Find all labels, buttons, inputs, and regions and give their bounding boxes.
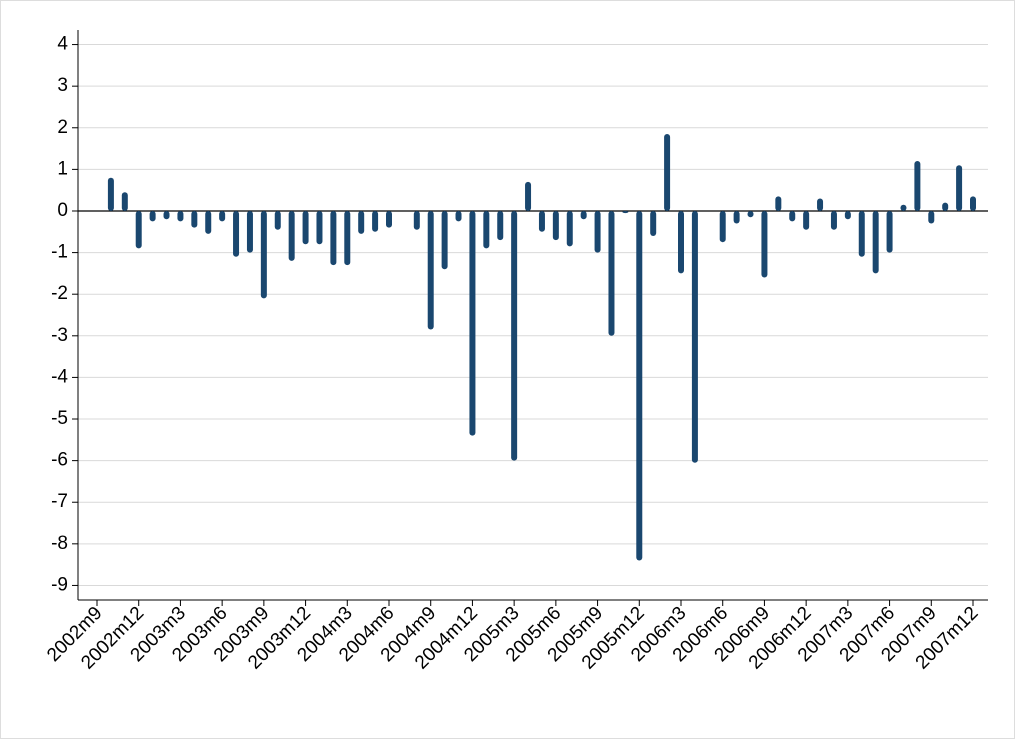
y-tick-label: 3	[57, 75, 68, 96]
bar	[441, 210, 448, 270]
bar	[469, 210, 476, 436]
bar	[719, 210, 726, 243]
bar	[316, 210, 323, 245]
bar	[302, 210, 309, 245]
y-tick-label: -2	[51, 283, 68, 304]
bar	[775, 196, 782, 211]
bar	[246, 210, 253, 253]
bar	[483, 210, 490, 249]
bar	[886, 210, 893, 253]
bar	[427, 210, 434, 330]
bar	[830, 210, 837, 230]
bar	[636, 210, 643, 561]
bar	[260, 210, 267, 299]
bar	[928, 210, 935, 224]
bar	[664, 134, 671, 211]
bar	[330, 210, 337, 266]
y-tick-label: -8	[51, 533, 68, 554]
bar	[525, 181, 532, 211]
bar	[580, 210, 587, 220]
y-tick-label: -4	[51, 366, 68, 387]
bar	[552, 210, 559, 241]
bar	[956, 165, 963, 211]
bar	[191, 210, 198, 228]
bar	[511, 210, 518, 461]
bar	[455, 210, 462, 222]
bar	[274, 210, 281, 230]
bar	[121, 192, 128, 211]
y-tick-label: 1	[57, 158, 68, 179]
bar	[288, 210, 295, 261]
bar	[233, 210, 240, 257]
y-tick-label: -1	[51, 242, 68, 263]
bar	[803, 210, 810, 230]
bar	[650, 210, 657, 236]
bar	[107, 177, 114, 211]
bar	[497, 210, 504, 241]
bar	[789, 210, 796, 222]
bar	[622, 210, 629, 214]
bar	[844, 210, 851, 220]
bar	[358, 210, 365, 234]
bar	[219, 210, 226, 222]
bar	[372, 210, 379, 232]
bar	[177, 210, 184, 222]
bar	[594, 210, 601, 253]
bar	[678, 210, 684, 274]
bar	[149, 210, 156, 222]
bar	[205, 210, 212, 234]
bar	[942, 202, 949, 211]
bar	[900, 204, 907, 211]
y-tick-label: -5	[51, 408, 68, 429]
y-tick-label: 0	[57, 200, 68, 221]
bar	[691, 210, 698, 463]
y-tick-label: -9	[51, 574, 68, 595]
bar	[970, 196, 976, 211]
bar	[747, 210, 754, 218]
bar	[538, 210, 545, 232]
bar	[914, 161, 921, 211]
bar	[163, 210, 170, 220]
y-tick-label: 2	[57, 117, 68, 138]
bar	[344, 210, 351, 266]
bar	[817, 198, 824, 211]
bar	[413, 210, 420, 230]
bar	[135, 210, 142, 249]
y-tick-label: -3	[51, 325, 68, 346]
bar	[733, 210, 740, 224]
y-tick-label: 4	[57, 34, 68, 55]
bar	[872, 210, 879, 274]
bar	[566, 210, 573, 247]
y-tick-label: -6	[51, 450, 68, 471]
bar	[608, 210, 615, 336]
y-tick-label: -7	[51, 491, 68, 512]
bar	[858, 210, 865, 257]
bar	[386, 210, 392, 228]
bar	[761, 210, 768, 278]
